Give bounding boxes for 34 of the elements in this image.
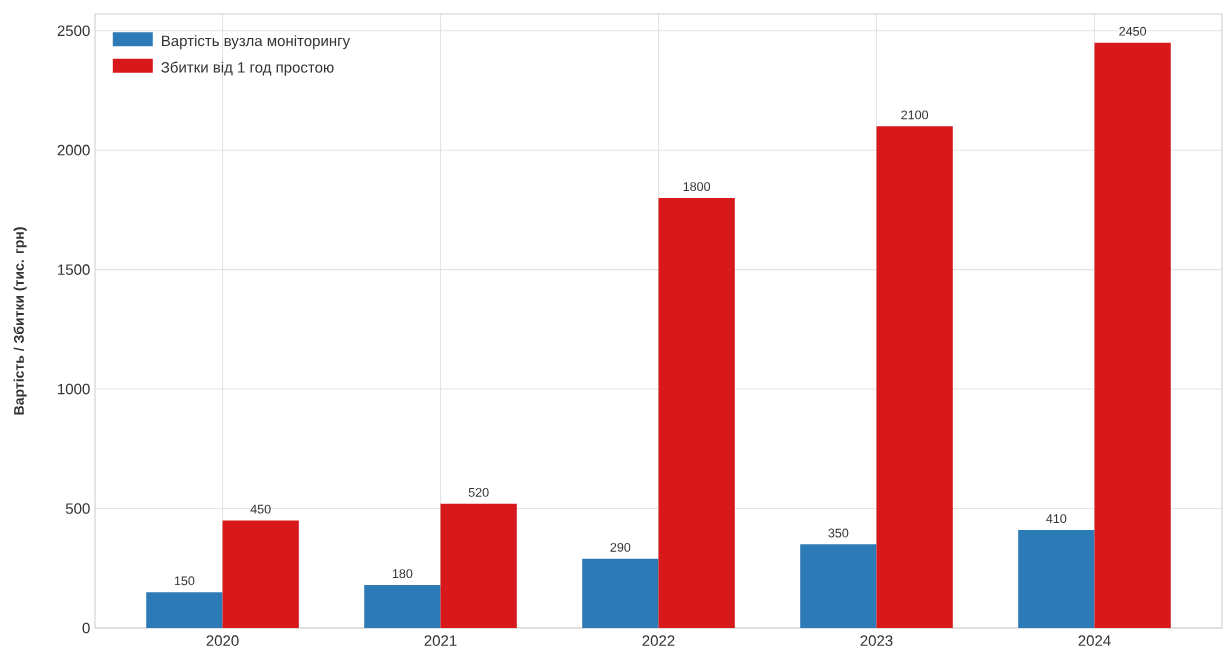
- bar: [658, 197, 735, 628]
- data-label: 290: [610, 542, 631, 552]
- data-label: 350: [828, 528, 849, 538]
- data-label: 410: [1046, 514, 1067, 524]
- bar: [582, 558, 659, 628]
- x-tick-label: 2024: [1078, 635, 1111, 646]
- bar: [800, 544, 877, 628]
- data-label: 520: [468, 487, 489, 497]
- y-tick-label: 2000: [57, 144, 90, 156]
- bar: [146, 592, 223, 628]
- bar: [1094, 42, 1171, 628]
- y-tick-label: 1000: [58, 383, 90, 395]
- data-label: 2450: [1119, 26, 1147, 36]
- x-tick-label: 2020: [206, 635, 239, 646]
- data-label: 2100: [901, 110, 929, 120]
- data-label: 180: [392, 569, 413, 579]
- x-tick-label: 2022: [642, 635, 675, 646]
- bar: [876, 126, 953, 628]
- x-tick-label: 2021: [424, 635, 457, 646]
- y-axis-title: Вартість / Збитки (тис. грн): [13, 227, 27, 415]
- x-tick-label: 2023: [860, 635, 893, 646]
- legend-label: Вартість вузла моніторингу: [162, 35, 351, 50]
- data-label: 450: [250, 504, 271, 514]
- legend-label: Збитки від 1 год простою: [161, 61, 334, 76]
- data-label: 1800: [683, 182, 711, 192]
- y-tick-label: 500: [65, 503, 90, 514]
- y-tick-label: 1500: [58, 264, 90, 275]
- bar: [1018, 530, 1095, 628]
- bar: [222, 520, 299, 628]
- bar: [440, 503, 517, 628]
- y-tick-label: 2500: [57, 25, 90, 37]
- data-label: 150: [174, 576, 195, 586]
- bar: [364, 584, 441, 628]
- y-tick-label: 0: [82, 622, 90, 634]
